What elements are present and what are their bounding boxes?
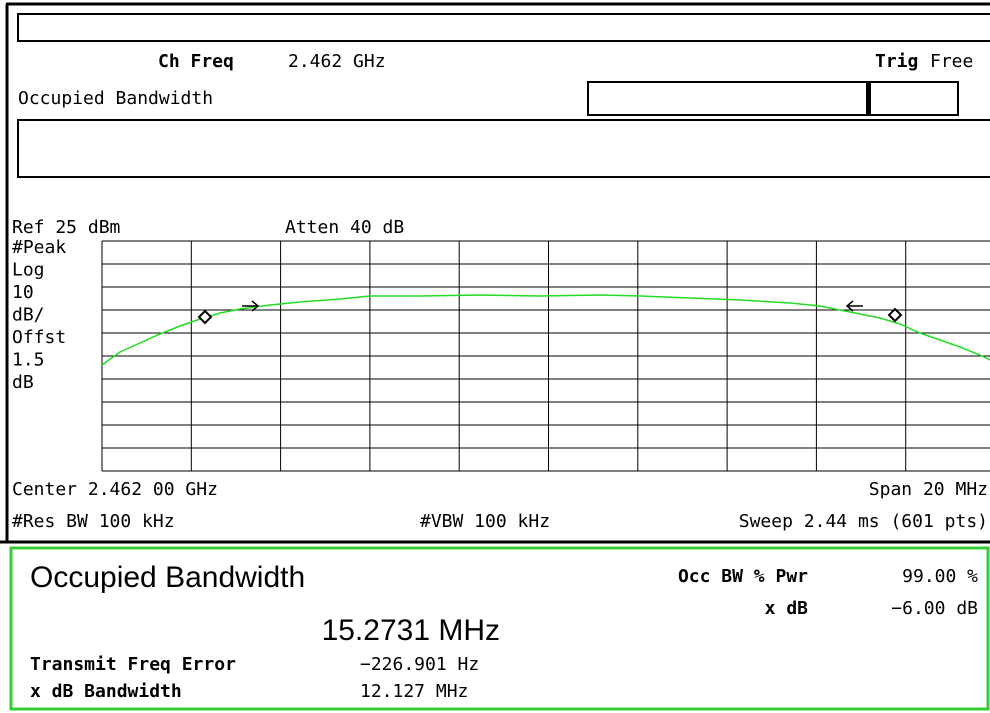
marker <box>197 309 213 325</box>
progress-marker <box>866 82 871 115</box>
center-freq: Center 2.462 00 GHz <box>12 479 218 500</box>
xdb-label: x dB <box>765 598 809 619</box>
status-box <box>17 13 990 42</box>
ref-level: Ref 25 dBm <box>12 217 120 238</box>
scale-label: dB <box>12 372 34 393</box>
sweep: Sweep 2.44 ms (601 pts) <box>739 511 988 532</box>
message-box <box>17 119 990 178</box>
trig-value: Free <box>930 51 973 72</box>
vbw: #VBW 100 kHz <box>420 511 550 532</box>
trig-label: Trig <box>875 51 918 72</box>
occ-label: Occ BW % Pwr <box>678 566 808 587</box>
arrow-left <box>845 300 863 312</box>
graticule <box>101 240 990 472</box>
ch-freq-label: Ch Freq <box>158 51 234 72</box>
res-bw: #Res BW 100 kHz <box>12 511 175 532</box>
scale-label: dB/ <box>12 305 45 326</box>
scale-label: #Peak <box>12 237 66 258</box>
tfe-label: Transmit Freq Error <box>30 654 236 675</box>
xdb-value: −6.00 dB <box>891 598 978 619</box>
progress-box <box>587 81 959 116</box>
results-title: Occupied Bandwidth <box>30 561 305 594</box>
attenuation: Atten 40 dB <box>285 217 404 238</box>
scale-label: Offst <box>12 327 66 348</box>
results-value: 15.2731 MHz <box>322 614 500 647</box>
trace <box>101 294 990 366</box>
arrow-right <box>242 300 260 312</box>
span: Span 20 MHz <box>869 479 988 500</box>
ch-freq-value: 2.462 GHz <box>288 51 386 72</box>
mode: Occupied Bandwidth <box>18 88 213 109</box>
scale-label: 10 <box>12 282 34 303</box>
scale-label: 1.5 <box>12 350 45 371</box>
results-box <box>9 546 990 711</box>
xdbbw-label: x dB Bandwidth <box>30 681 182 702</box>
occ-value: 99.00 % <box>902 566 978 587</box>
marker <box>887 307 903 323</box>
tfe-value: −226.901 Hz <box>360 654 479 675</box>
xdbbw-value: 12.127 MHz <box>360 681 468 702</box>
scale-label: Log <box>12 260 45 281</box>
